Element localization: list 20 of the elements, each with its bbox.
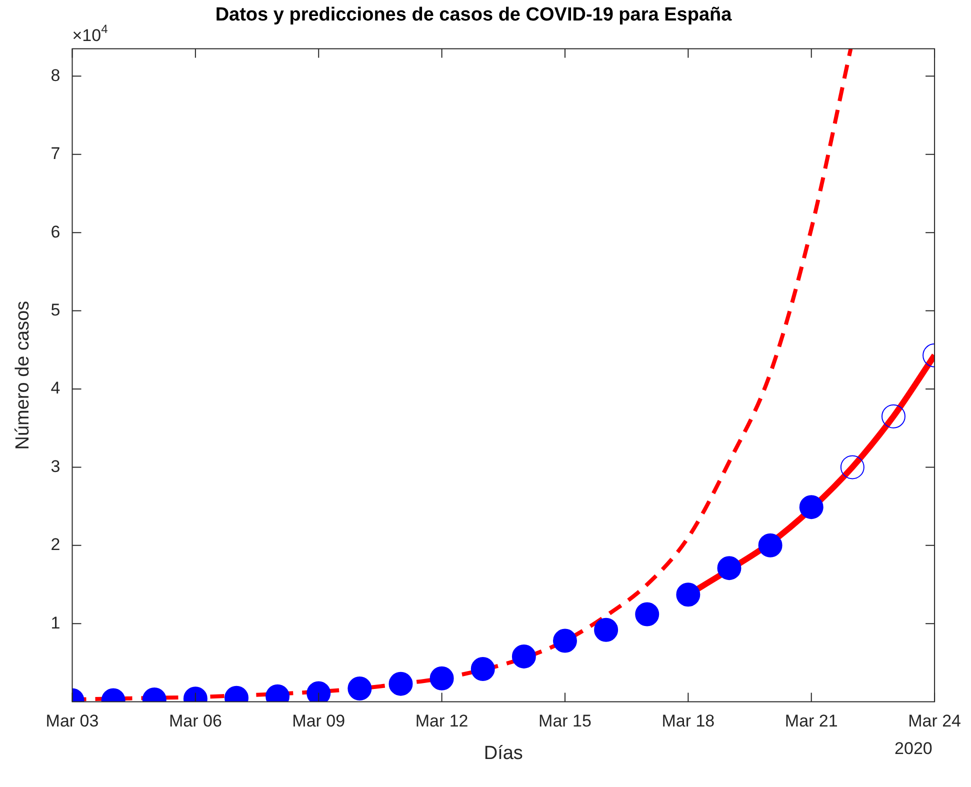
y-tick-label: 7 [50, 144, 60, 164]
x-tick-label: Mar 24 [908, 712, 962, 731]
y-tick-label: 3 [50, 456, 60, 476]
x-tick-label: Mar 09 [292, 712, 346, 731]
y-axis-title: Número de casos [12, 300, 34, 450]
y-tick-label: 2 [50, 535, 60, 554]
y-tick-label: 5 [50, 300, 60, 320]
y-tick-label: 8 [50, 66, 60, 85]
x-axis-title: Días [484, 742, 523, 764]
text: 2020 [894, 738, 932, 758]
x-tick-label: Mar 03 [46, 712, 99, 731]
x-tick-label: Mar 21 [784, 712, 838, 731]
x-tick-label: Mar 18 [662, 712, 715, 731]
y-tick-label: 6 [50, 222, 60, 242]
x-tick-label: Mar 15 [538, 712, 592, 731]
chart-title: Datos y predicciones de casos de COVID-19 para España [215, 4, 732, 26]
y-tick-label: 1 [50, 613, 60, 632]
y-tick-label: 4 [50, 378, 60, 398]
x-tick-label: Mar 12 [415, 712, 468, 731]
x-tick-label: Mar 06 [168, 712, 222, 731]
